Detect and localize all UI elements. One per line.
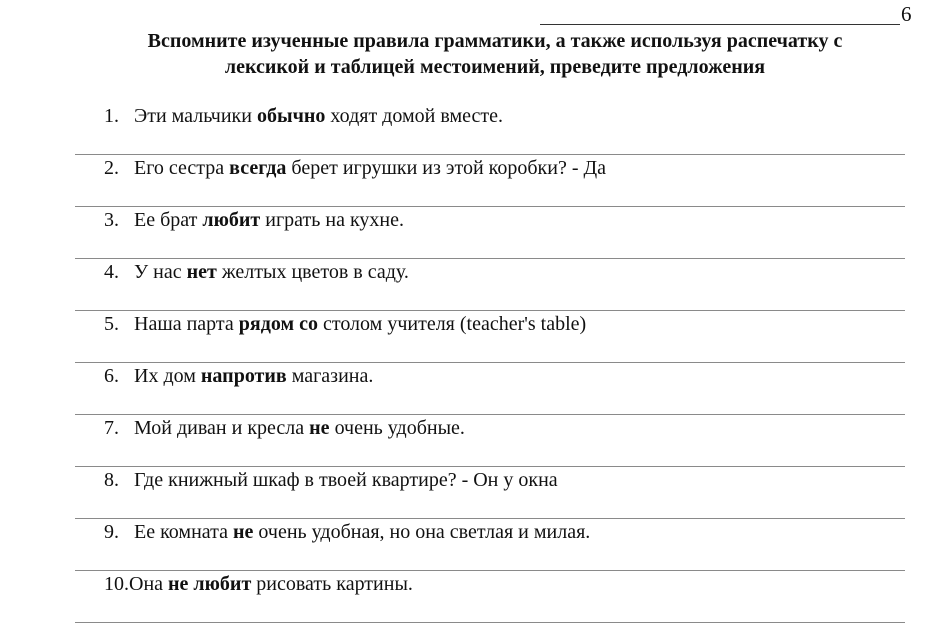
sentence-text: Она xyxy=(129,573,169,595)
sentence-text: Эти мальчики xyxy=(134,105,257,127)
sentence-text: Их дом xyxy=(134,365,201,387)
page-number: 6 xyxy=(901,2,912,26)
sentence-text: очень удобные. xyxy=(329,417,465,439)
title-line-2: лексикой и таблицей местоимений, преведи… xyxy=(224,56,766,78)
list-item: 1. Эти мальчики обычно ходят домой вместе… xyxy=(104,104,503,128)
bold-keyword: не любит xyxy=(168,573,252,595)
bold-keyword: всегда xyxy=(229,157,287,179)
item-number: 7. xyxy=(104,417,119,439)
sentence-text: магазина. xyxy=(286,365,374,387)
bold-keyword: обычно xyxy=(256,105,326,127)
bold-keyword: не xyxy=(233,521,254,543)
sentence-text: играть на кухне. xyxy=(260,209,404,231)
sentence-text: столом учителя (teacher's table) xyxy=(317,313,587,335)
sentence-text: Его сестра xyxy=(134,157,230,179)
sentence-text: Где книжный шкаф в твоей квартире? - Он … xyxy=(134,469,558,491)
answer-line xyxy=(75,258,905,259)
sentence-text: У нас xyxy=(134,261,187,283)
bold-keyword: не xyxy=(309,417,330,439)
list-item: 5. Наша парта рядом со столом учителя (te… xyxy=(104,312,586,336)
item-number: 10. xyxy=(104,573,129,595)
sentence-text: ходят домой вместе. xyxy=(325,105,503,127)
list-item: 10.Она не любит рисовать картины. xyxy=(104,572,413,596)
item-number: 8. xyxy=(104,469,119,491)
name-blank-line xyxy=(540,24,900,25)
answer-line xyxy=(75,310,905,311)
item-number: 6. xyxy=(104,365,119,387)
sentence-text: Мой диван и кресла xyxy=(134,417,310,439)
item-number: 4. xyxy=(104,261,119,283)
list-item: 6. Их дом напротив магазина. xyxy=(104,364,373,388)
answer-line xyxy=(75,570,905,571)
answer-line xyxy=(75,622,905,623)
instructions-title: Вспомните изученные правила грамматики, … xyxy=(60,28,930,80)
answer-line xyxy=(75,154,905,155)
list-item: 2. Его сестра всегда берет игрушки из это… xyxy=(104,156,606,180)
item-number: 3. xyxy=(104,209,119,231)
list-item: 3. Ее брат любит играть на кухне. xyxy=(104,208,404,232)
list-item: 9. Ее комната не очень удобная, но она св… xyxy=(104,520,590,544)
list-item: 8. Где книжный шкаф в твоей квартире? - О… xyxy=(104,468,558,492)
answer-line xyxy=(75,466,905,467)
sentence-text: берет игрушки из этой коробки? - Да xyxy=(286,157,606,179)
sentence-text: желтых цветов в саду. xyxy=(216,261,409,283)
list-item: 7. Мой диван и кресла не очень удобные. xyxy=(104,416,465,440)
item-number: 5. xyxy=(104,313,119,335)
sentence-text: рисовать картины. xyxy=(251,573,413,595)
answer-line xyxy=(75,206,905,207)
item-number: 9. xyxy=(104,521,119,543)
answer-line xyxy=(75,362,905,363)
answer-line xyxy=(75,518,905,519)
bold-keyword: напротив xyxy=(200,365,287,387)
sentence-text: очень удобная, но она светлая и милая. xyxy=(253,521,591,543)
list-item: 4. У нас нет желтых цветов в саду. xyxy=(104,260,409,284)
sentence-text: Ее комната xyxy=(134,521,233,543)
item-number: 1. xyxy=(104,105,119,127)
answer-line xyxy=(75,414,905,415)
sentence-text: Ее брат xyxy=(134,209,203,231)
bold-keyword: нет xyxy=(186,261,217,283)
bold-keyword: рядом со xyxy=(238,313,318,335)
item-number: 2. xyxy=(104,157,119,179)
title-line-1: Вспомните изученные правила грамматики, … xyxy=(147,30,843,52)
bold-keyword: любит xyxy=(202,209,261,231)
sentence-text: Наша парта xyxy=(134,313,239,335)
